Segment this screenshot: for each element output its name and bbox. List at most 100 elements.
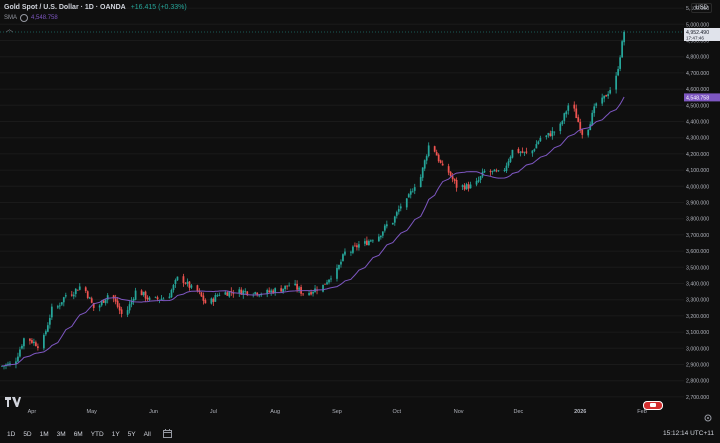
price-axis[interactable]: 5,100.000 5,000.000 4,900.000 4,800.000 4,70…	[684, 0, 720, 416]
candle-body	[210, 298, 213, 304]
candle-body	[368, 240, 370, 246]
tradingview-logo-icon[interactable]	[5, 397, 21, 410]
candle-body	[42, 334, 45, 349]
candle-body	[15, 361, 17, 365]
range-button-1y[interactable]: 1Y	[111, 431, 120, 438]
candle-body	[381, 231, 384, 236]
candle-body	[78, 286, 81, 290]
candle-body	[226, 292, 229, 296]
price-axis-label: 3,100.000	[686, 330, 709, 336]
candle-body	[322, 284, 324, 292]
price-axis-label: 3,700.000	[686, 233, 709, 239]
candle-body	[533, 149, 536, 151]
candle-body	[338, 265, 340, 269]
candle-body	[385, 224, 388, 227]
candle-body	[483, 170, 486, 173]
candle-body	[202, 295, 205, 301]
candle-body	[216, 295, 219, 297]
candle-body	[212, 298, 215, 302]
price-axis-label: 2,700.000	[686, 395, 709, 401]
candle-body	[184, 283, 187, 285]
eye-icon[interactable]	[20, 14, 29, 22]
candle-body	[593, 106, 596, 114]
candle-body	[86, 291, 89, 298]
range-button-1m[interactable]: 1M	[39, 431, 49, 438]
candle-body	[116, 300, 119, 307]
price-axis-labels: 5,100.000 5,000.000 4,900.000 4,800.000 4,70…	[684, 6, 720, 401]
candle-body	[503, 170, 506, 171]
candle-body	[23, 338, 25, 347]
candle-body	[9, 363, 11, 365]
range-button-ytd[interactable]: YTD	[90, 431, 104, 438]
candle-body	[539, 137, 542, 142]
candle-body	[288, 285, 291, 287]
candle-body	[112, 295, 115, 299]
price-axis-label: 2,900.000	[686, 363, 709, 369]
candle-body	[605, 95, 608, 97]
currency-selector[interactable]: USD	[691, 3, 712, 13]
settings-icon[interactable]	[704, 414, 712, 424]
candle-body	[336, 267, 338, 279]
price-axis-label: 4,000.000	[686, 184, 709, 190]
price-axis-label: 4,200.000	[686, 152, 709, 158]
candle-body	[170, 290, 173, 298]
candle-body	[312, 291, 314, 294]
chart-area[interactable]: Apr May Jun Jul Aug Sep Oct Nov Dec 2026 Feb	[0, 0, 684, 416]
price-axis-label: 4,800.000	[686, 55, 709, 61]
candle-body	[553, 131, 556, 133]
price-axis-label: 4,300.000	[686, 136, 709, 142]
candle-body	[427, 145, 430, 157]
candle-body	[132, 299, 135, 301]
price-axis-label: 5,100.000	[686, 6, 709, 12]
goto-realtime-icon[interactable]	[643, 401, 663, 410]
calendar-icon[interactable]	[162, 429, 172, 440]
candle-body	[182, 276, 185, 283]
candle-body	[176, 276, 179, 281]
price-change: +16.415 (+0.33%)	[130, 4, 187, 11]
candle-body	[395, 212, 398, 216]
candle-body	[64, 295, 67, 297]
candle-body	[326, 282, 328, 285]
candle-body	[242, 290, 245, 295]
candle-body	[308, 293, 310, 296]
collapse-icon[interactable]: ︿	[6, 26, 13, 33]
candle-body	[405, 198, 408, 208]
candle-body	[324, 283, 326, 285]
candle-body	[31, 340, 33, 343]
candle-body	[623, 31, 625, 43]
range-button-1d[interactable]: 1D	[7, 431, 16, 438]
clock[interactable]: 15:12:14 UTC+11	[662, 430, 714, 437]
candle-body	[126, 310, 129, 315]
candle-body	[254, 292, 257, 294]
range-button-3m[interactable]: 3M	[56, 431, 66, 438]
range-button-5y[interactable]: 5Y	[127, 431, 136, 438]
candle-body	[358, 244, 360, 248]
candle-body	[310, 292, 312, 295]
candle-body	[517, 148, 520, 153]
candle-body	[567, 105, 570, 111]
candle-body	[17, 356, 19, 362]
range-button-5d[interactable]: 5D	[23, 431, 32, 438]
range-buttons: 1D 5D 1M 3M 6M YTD 1Y 5Y All	[3, 431, 155, 438]
candle-body	[352, 246, 354, 253]
candle-body	[511, 149, 514, 158]
candle-body	[100, 301, 103, 306]
candle-body	[447, 166, 450, 173]
candle-body	[72, 294, 75, 297]
time-axis-label: Apr	[28, 409, 37, 415]
candle-body	[581, 129, 584, 135]
price-chart[interactable]: Apr May Jun Jul Aug Sep Oct Nov Dec 2026 Feb	[0, 0, 684, 416]
candle-body	[549, 133, 552, 137]
candle-body	[391, 222, 394, 225]
range-button-6m[interactable]: 6M	[73, 431, 83, 438]
candle-body	[268, 290, 271, 293]
time-axis-label: Oct	[393, 409, 402, 415]
candle-body	[104, 299, 107, 304]
candle-body	[619, 57, 621, 69]
candle-body	[609, 90, 612, 94]
symbol-title[interactable]: Gold Spot / U.S. Dollar · 1D · OANDA	[4, 4, 126, 11]
sma-legend[interactable]: SMA 4,548.758	[4, 14, 58, 22]
candle-body	[130, 300, 133, 305]
time-axis-label: Jul	[210, 409, 217, 415]
range-button-all[interactable]: All	[143, 431, 151, 438]
